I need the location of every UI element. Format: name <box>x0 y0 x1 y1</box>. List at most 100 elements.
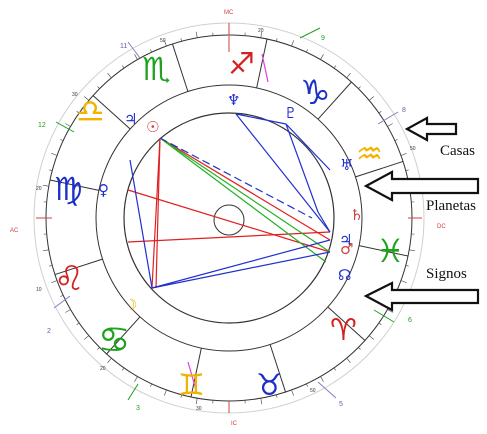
degree-mark: 20 <box>100 366 106 372</box>
ac-label: AC <box>10 228 19 234</box>
degree-tick <box>107 72 112 79</box>
degree-tick <box>276 394 278 398</box>
degree-tick <box>405 169 409 171</box>
aspect-line <box>159 137 331 241</box>
house-number-5: 5 <box>339 401 343 408</box>
degree-tick <box>42 184 49 187</box>
degree-tick <box>368 335 375 340</box>
degree-tick <box>195 398 198 405</box>
house-number-3: 3 <box>136 405 140 412</box>
degree-mark: 20 <box>258 28 264 34</box>
planets-annotation: Planetas <box>426 198 476 214</box>
degree-tick <box>320 54 324 60</box>
aspect-line <box>159 137 331 253</box>
aspect-line <box>317 211 331 233</box>
libra-sign-icon: ♎ <box>76 92 105 130</box>
degree-tick <box>51 280 58 283</box>
planets: ♆ ♇ ♅ ♄ ♂ ♃ ☊ ☽ ♀ ♃ ☉ <box>98 91 363 314</box>
sign-divider <box>327 306 366 341</box>
degree-tick <box>134 54 138 60</box>
degree-mark: 50 <box>160 38 166 44</box>
sagittarius-sign-icon: ♐ <box>228 47 255 82</box>
house-cusps <box>36 23 422 413</box>
arrow-signs <box>363 281 480 312</box>
degree-tick <box>51 153 58 156</box>
aspect-line <box>151 137 161 289</box>
aspect-line <box>129 159 153 289</box>
leo-sign-icon: ♌ <box>54 259 84 299</box>
degree-tick <box>83 96 90 101</box>
aspect-lines <box>127 113 331 289</box>
sign-dividers <box>49 38 409 398</box>
virgo-sign-icon: ♍ <box>54 170 83 208</box>
aspect-line <box>285 123 331 171</box>
degree-tick <box>333 367 336 371</box>
degree-tick <box>378 322 382 325</box>
moon-icon: ☽ <box>124 296 137 314</box>
degree-tick <box>306 49 308 53</box>
venus-icon: ♀ <box>98 181 109 199</box>
sign-divider <box>269 344 287 393</box>
degree-mark: 30 <box>72 92 78 98</box>
degree-tick <box>76 322 80 325</box>
uranus-icon: ♅ <box>340 156 353 174</box>
house-number-6: 6 <box>408 317 412 324</box>
center-circle <box>213 204 245 236</box>
degree-tick <box>49 169 53 171</box>
degree-tick <box>394 139 398 141</box>
degree-tick <box>260 31 263 38</box>
aspect-line <box>159 137 327 263</box>
degree-mark: 30 <box>196 406 202 412</box>
degree-tick <box>387 123 393 127</box>
degree-tick <box>368 96 375 101</box>
degree-mark: 50 <box>410 146 416 152</box>
sign-ring-inner <box>95 84 363 352</box>
degree-tick <box>49 265 53 267</box>
degree-tick <box>409 249 416 252</box>
aspect-line <box>127 231 331 243</box>
arrow-houses <box>404 116 458 142</box>
pisces-sign-icon: ♓ <box>376 232 405 270</box>
degree-tick <box>122 65 125 69</box>
degree-tick <box>122 367 125 371</box>
houses-annotation: Casas <box>440 143 475 159</box>
gemini-sign-icon: ♊ <box>178 368 205 403</box>
degree-tick <box>65 309 71 313</box>
sign-divider <box>190 347 202 398</box>
degree-mark: 20 <box>36 186 42 192</box>
degree-tick <box>150 49 152 53</box>
sun-icon: ☉ <box>146 118 159 136</box>
degree-tick <box>405 265 409 267</box>
saturn-icon: ♄ <box>350 206 363 224</box>
sign-divider <box>358 245 409 257</box>
house-number-9: 9 <box>321 35 325 42</box>
dc-label: DC <box>437 224 446 230</box>
sign-divider <box>171 43 189 92</box>
aspect-line <box>159 137 313 219</box>
degree-tick <box>150 383 152 387</box>
degree-tick <box>195 31 198 38</box>
degree-tick <box>378 111 382 114</box>
degree-tick <box>358 347 361 350</box>
house-number-2: 2 <box>47 328 51 335</box>
degree-tick <box>164 40 167 47</box>
house-number-8: 8 <box>402 107 406 114</box>
taurus-sign-icon: ♉ <box>256 368 283 403</box>
planet-marker <box>261 53 269 83</box>
mc-label: MC <box>224 10 234 16</box>
degree-tick <box>97 86 100 89</box>
sign-divider <box>54 258 103 276</box>
aspect-line <box>151 251 331 289</box>
degree-tick <box>400 153 407 156</box>
neptune-icon: ♆ <box>227 91 240 109</box>
degree-mark: 10 <box>36 287 42 293</box>
degree-tick <box>260 398 263 405</box>
degree-tick <box>306 383 308 387</box>
degree-tick <box>346 357 351 364</box>
degree-tick <box>358 86 361 89</box>
aspect-circle <box>123 112 335 324</box>
degree-tick <box>60 139 64 141</box>
node-icon: ☊ <box>338 266 351 284</box>
degree-tick <box>291 389 294 396</box>
zodiac-signs: ♐ ♑ ♒ ♓ ♈ ♉ ♊ ♋ ♌ ♍ ♎ ♏ <box>54 47 405 403</box>
